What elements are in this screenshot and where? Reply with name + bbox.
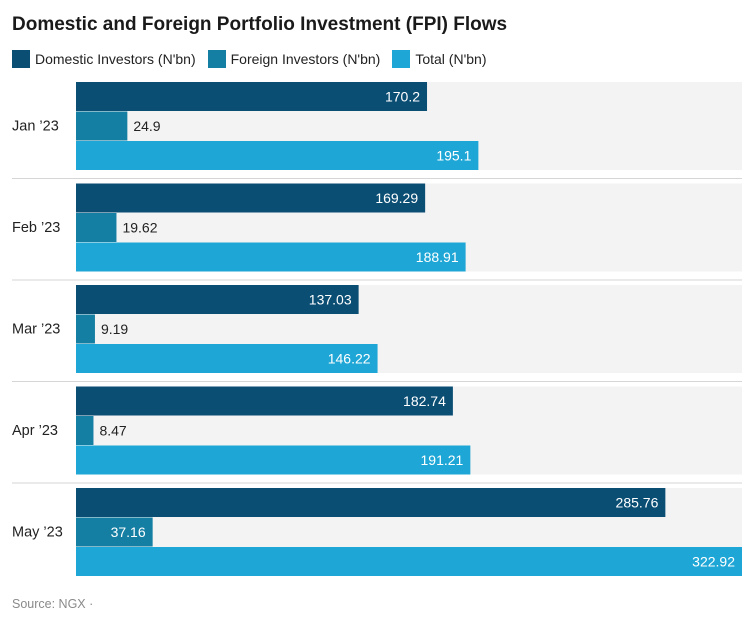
- bar-foreign-feb: [76, 213, 117, 242]
- bar-domestic-apr: [76, 386, 453, 416]
- legend-item-foreign: Foreign Investors (N'bn): [207, 50, 381, 68]
- legend-label-domestic: Domestic Investors (N'bn): [35, 51, 196, 67]
- chart-legend: Domestic Investors (N'bn) Foreign Invest…: [12, 49, 499, 69]
- value-label-total-mar: 146.22: [328, 351, 371, 367]
- value-label-total-apr: 191.21: [421, 452, 464, 468]
- legend-item-domestic: Domestic Investors (N'bn): [12, 50, 196, 68]
- legend-label-total: Total (N'bn): [415, 51, 487, 67]
- value-label-domestic-jan: 170.2: [385, 89, 420, 105]
- bar-total-apr: [76, 445, 471, 475]
- source-note: Source: NGX ·: [12, 597, 94, 611]
- bar-total-may: [76, 547, 742, 576]
- value-label-foreign-may: 37.16: [111, 524, 146, 540]
- bar-total-mar: [76, 344, 378, 373]
- value-label-foreign-mar: 9.19: [101, 321, 128, 337]
- value-label-domestic-feb: 169.29: [375, 190, 418, 206]
- legend-swatch-foreign: [207, 50, 226, 68]
- bar-domestic-mar: [76, 285, 359, 314]
- legend-item-total: Total (N'bn): [392, 50, 487, 68]
- category-label-jan: Jan ’23: [12, 119, 59, 135]
- bar-domestic-feb: [76, 183, 426, 213]
- value-label-total-jan: 195.1: [436, 148, 471, 164]
- category-label-feb: Feb ’23: [12, 220, 60, 236]
- bar-total-jan: [76, 141, 479, 170]
- category-label-apr: Apr ’23: [12, 423, 58, 439]
- value-label-domestic-may: 285.76: [616, 495, 659, 511]
- bar-total-feb: [76, 242, 466, 272]
- bar-foreign-apr: [76, 416, 94, 445]
- legend-swatch-total: [392, 50, 411, 68]
- value-label-total-feb: 188.91: [416, 249, 459, 265]
- value-label-foreign-apr: 8.47: [99, 423, 126, 439]
- bar-domestic-may: [76, 488, 666, 517]
- bar-foreign-may: [76, 517, 153, 547]
- value-label-total-may: 322.92: [692, 554, 735, 570]
- category-label-may: May ’23: [12, 525, 63, 541]
- legend-swatch-domestic: [12, 50, 30, 68]
- value-label-foreign-feb: 19.62: [122, 220, 157, 236]
- category-label-mar: Mar ’23: [12, 322, 60, 338]
- value-label-foreign-jan: 24.9: [133, 118, 160, 134]
- bar-foreign-jan: [76, 111, 128, 141]
- legend-label-foreign: Foreign Investors (N'bn): [230, 51, 381, 67]
- bar-foreign-mar: [76, 314, 95, 344]
- chart-title: Domestic and Foreign Portfolio Investmen…: [12, 14, 508, 35]
- value-label-domestic-apr: 182.74: [403, 393, 446, 409]
- value-label-domestic-mar: 137.03: [309, 292, 352, 308]
- bar-domestic-jan: [76, 82, 428, 111]
